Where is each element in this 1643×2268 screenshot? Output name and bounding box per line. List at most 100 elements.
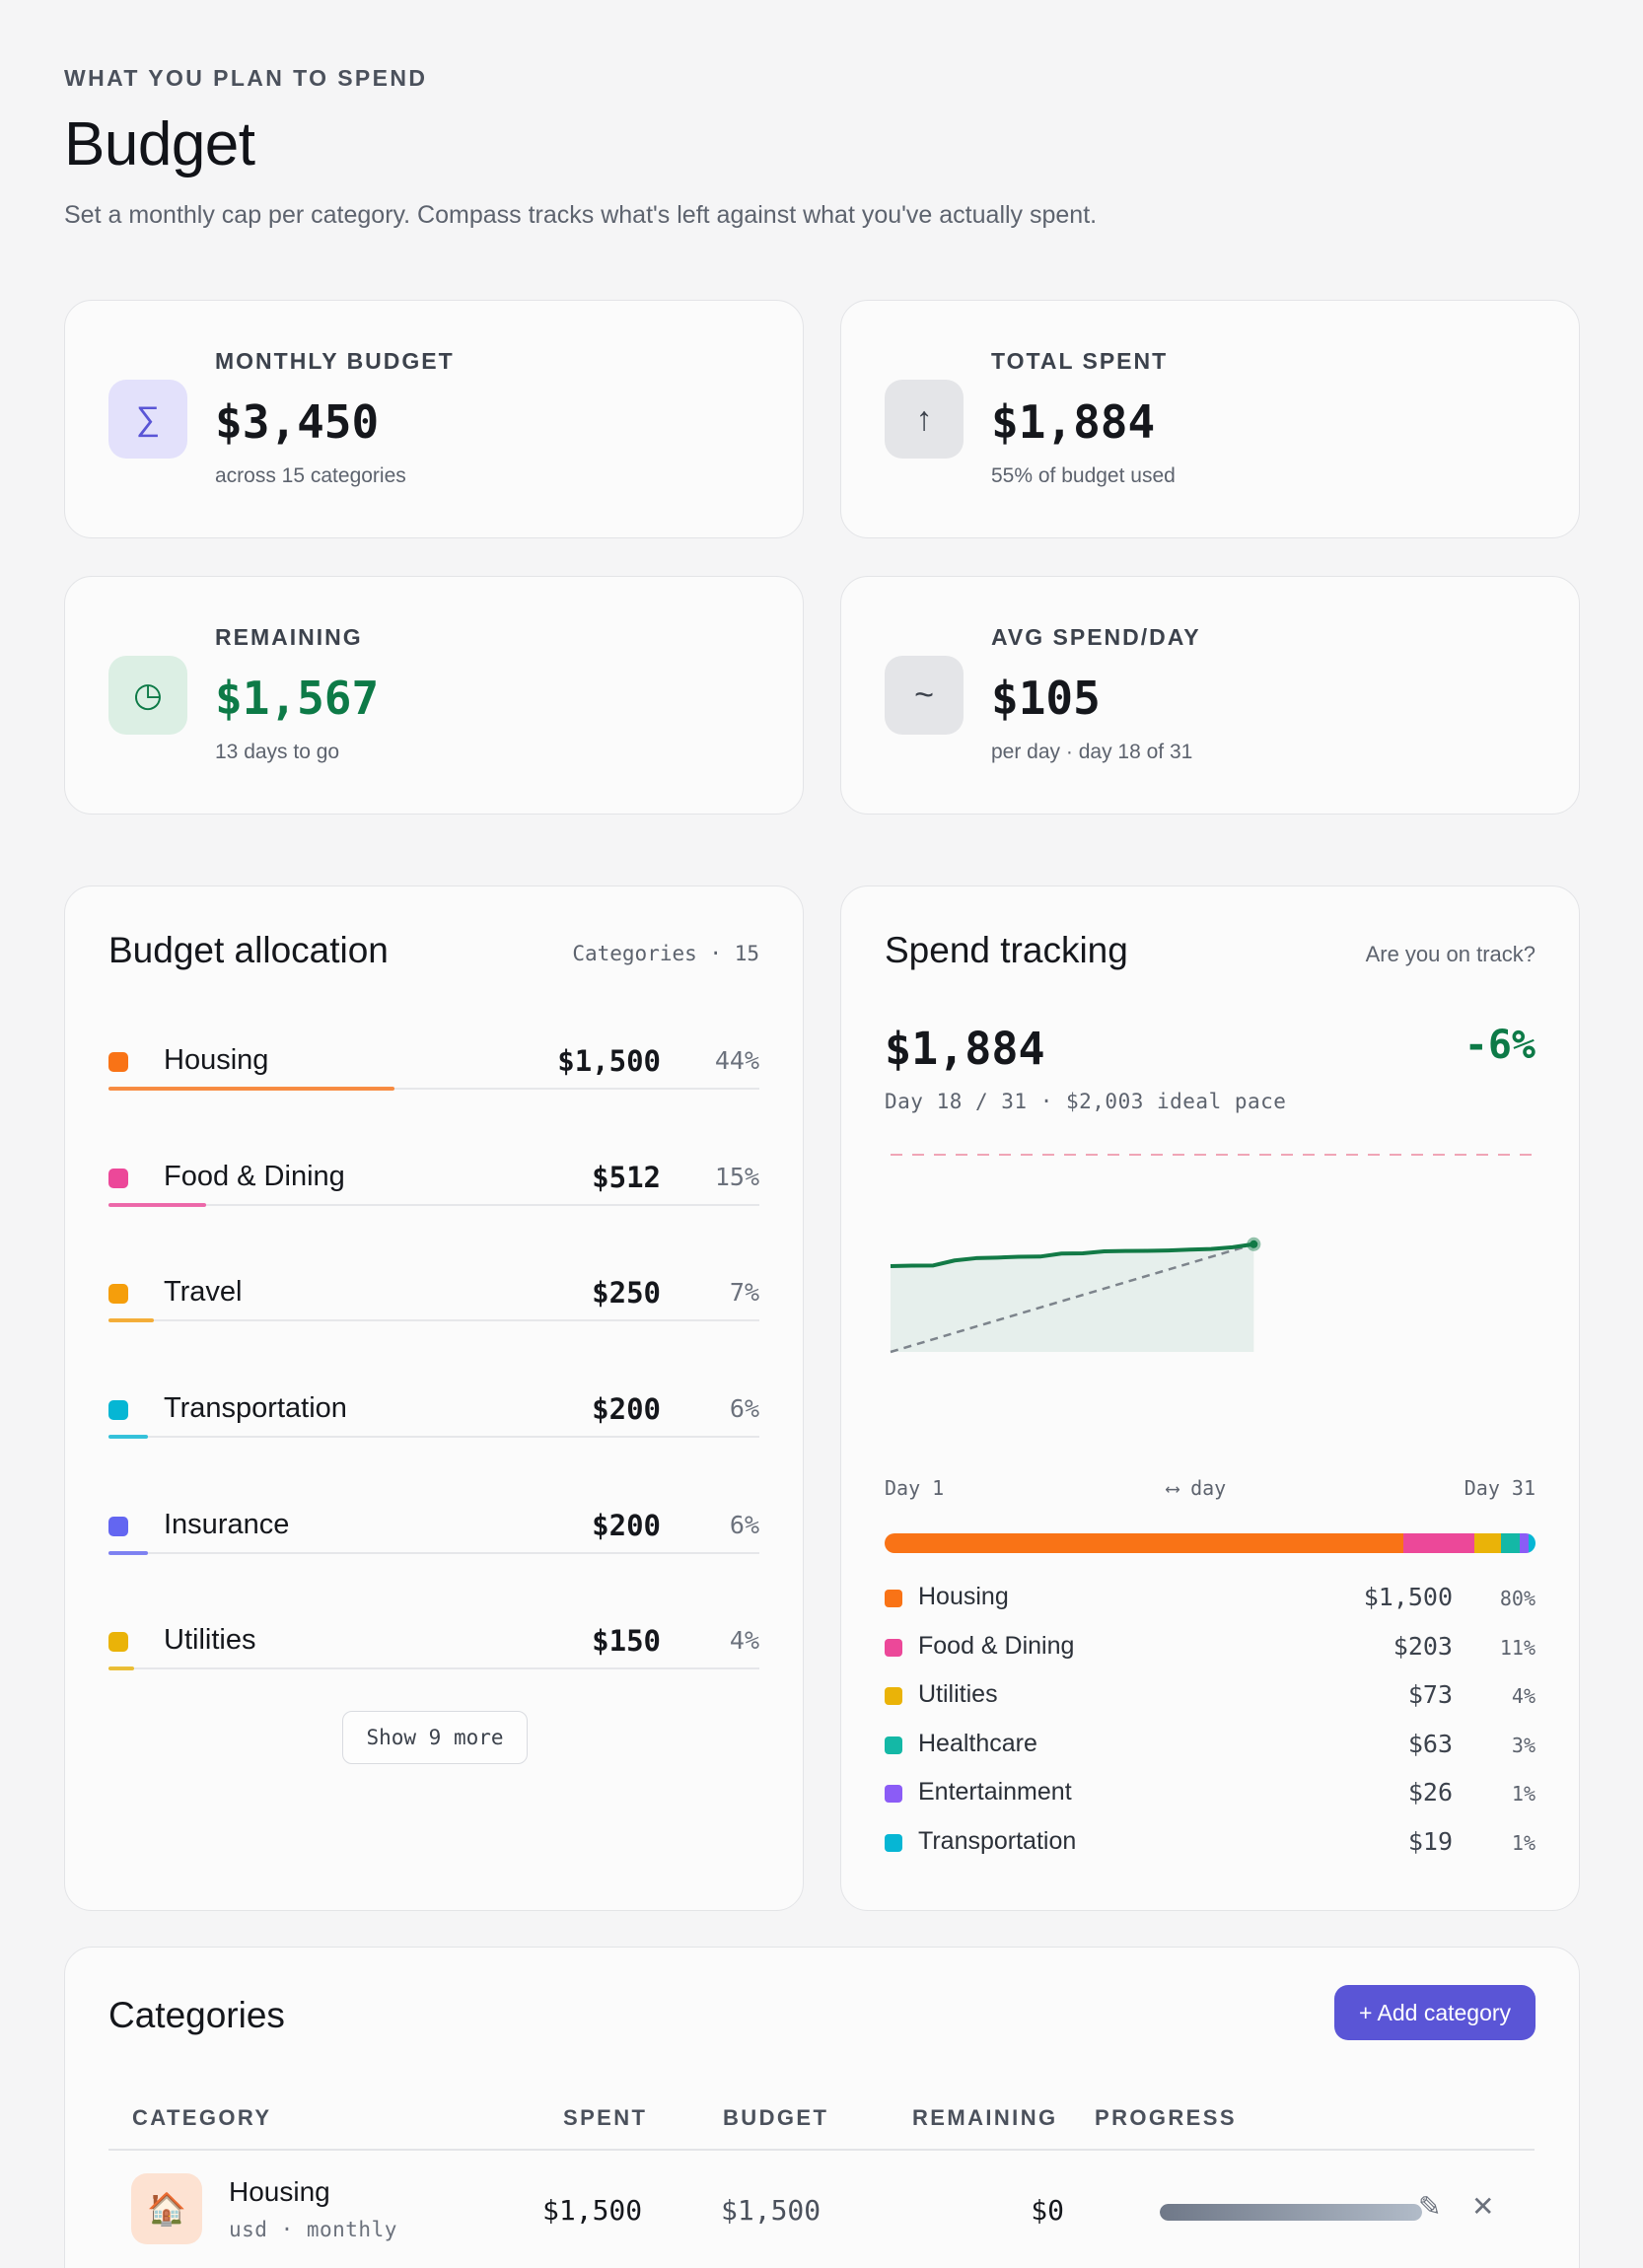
stat-label: TOTAL SPENT xyxy=(991,348,1169,374)
share-segment xyxy=(885,1533,1403,1553)
share-segment xyxy=(1529,1533,1536,1553)
category-name: Transportation xyxy=(164,1392,347,1424)
allocation-fill xyxy=(108,1087,395,1091)
category-percent: 6% xyxy=(729,1511,759,1539)
legend-row: Transportation $19 1% xyxy=(885,1823,1536,1863)
legend-amount: $73 xyxy=(1407,1680,1453,1709)
allocation-row[interactable]: Utilities $150 4% xyxy=(108,1610,759,1727)
page-eyebrow: WHAT YOU PLAN TO SPEND xyxy=(64,65,428,91)
allocation-fill xyxy=(108,1666,135,1670)
edit-icon[interactable]: ✎ xyxy=(1418,2191,1442,2222)
column-header-progress[interactable]: PROGRESS xyxy=(1095,2105,1237,2130)
column-header-budget[interactable]: BUDGET xyxy=(723,2105,829,2130)
legend-percent: 80% xyxy=(1499,1587,1536,1610)
category-amount: $200 xyxy=(592,1509,661,1542)
spend-tracking-panel: Spend tracking Are you on track? $1,884 … xyxy=(840,886,1580,1911)
on-track-label: Are you on track? xyxy=(1365,942,1536,966)
stat-subtext: per day · day 18 of 31 xyxy=(991,741,1193,763)
legend-name: Entertainment xyxy=(918,1778,1072,1806)
category-percent: 15% xyxy=(714,1163,759,1191)
share-segment xyxy=(1500,1533,1521,1553)
legend-percent: 1% xyxy=(1511,1782,1536,1806)
legend-amount: $26 xyxy=(1407,1778,1453,1807)
legend-row: Entertainment $26 1% xyxy=(885,1774,1536,1813)
allocation-fill xyxy=(108,1435,148,1439)
page-subtitle: Set a monthly cap per category. Compass … xyxy=(64,201,1098,229)
allocation-fill xyxy=(108,1203,206,1207)
category-percent: 7% xyxy=(729,1278,759,1307)
legend-color-dot xyxy=(885,1736,902,1754)
share-segment xyxy=(1520,1533,1530,1553)
current-point xyxy=(1250,1240,1258,1248)
arrow-up-icon: ↑ xyxy=(885,380,964,459)
stat-subtext: across 15 categories xyxy=(215,464,406,487)
allocation-row[interactable]: Transportation $200 6% xyxy=(108,1379,759,1495)
legend-amount: $1,500 xyxy=(1363,1583,1453,1611)
stat-card-avg-spend: ~ AVG SPEND/DAY $105 per day · day 18 of… xyxy=(840,576,1580,815)
share-segment xyxy=(1402,1533,1475,1553)
remaining-cell: $0 xyxy=(1031,2194,1064,2227)
axis-label-end: Day 31 xyxy=(1464,1476,1536,1500)
allocation-track xyxy=(108,1088,759,1090)
category-color-dot xyxy=(108,1052,128,1072)
column-header-category[interactable]: CATEGORY xyxy=(132,2105,272,2130)
close-icon[interactable]: ✕ xyxy=(1471,2191,1495,2222)
panel-title: Spend tracking xyxy=(885,930,1128,970)
allocation-row[interactable]: Housing $1,500 44% xyxy=(108,1030,759,1147)
pace-text: Day 18 / 31 · $2,003 ideal pace xyxy=(885,1090,1287,1113)
axis-label-mid: ⟷ day xyxy=(1167,1476,1227,1500)
tilde-icon: ~ xyxy=(885,656,964,735)
allocation-fill xyxy=(108,1551,148,1555)
category-name: Travel xyxy=(164,1276,243,1308)
allocation-row[interactable]: Insurance $200 6% xyxy=(108,1495,759,1611)
spend-line xyxy=(890,1241,1254,1269)
legend-percent: 1% xyxy=(1511,1831,1536,1855)
column-header-remaining[interactable]: REMAINING xyxy=(912,2105,1058,2130)
spent-cell: $1,500 xyxy=(542,2194,643,2227)
category-share-bar xyxy=(885,1533,1536,1553)
allocation-track xyxy=(108,1552,759,1554)
legend-row: Utilities $73 4% xyxy=(885,1676,1536,1716)
legend-percent: 4% xyxy=(1511,1684,1536,1708)
progress-bar xyxy=(1160,2204,1422,2221)
spend-area xyxy=(891,1243,1254,1352)
allocation-track xyxy=(108,1667,759,1669)
allocation-row[interactable]: Food & Dining $512 15% xyxy=(108,1147,759,1263)
category-color-dot xyxy=(108,1169,128,1188)
legend-color-dot xyxy=(885,1639,902,1657)
stat-label: MONTHLY BUDGET xyxy=(215,348,455,374)
category-name: Insurance xyxy=(164,1509,290,1540)
page-header: WHAT YOU PLAN TO SPEND Budget Set a mont… xyxy=(64,65,1579,230)
sigma-icon: ∑ xyxy=(108,380,187,459)
category-color-dot xyxy=(108,1400,128,1420)
category-amount: $150 xyxy=(592,1624,661,1658)
stat-card-remaining: ◷ REMAINING $1,567 13 days to go xyxy=(64,576,804,815)
category-percent: 44% xyxy=(714,1046,759,1075)
house-icon: 🏠 xyxy=(131,2173,202,2244)
allocation-row[interactable]: Travel $250 7% xyxy=(108,1262,759,1379)
stat-card-monthly-budget: ∑ MONTHLY BUDGET $3,450 across 15 catego… xyxy=(64,300,804,538)
allocation-fill xyxy=(108,1318,155,1322)
allocation-track xyxy=(108,1204,759,1206)
column-header-spent[interactable]: SPENT xyxy=(563,2105,648,2130)
clock-icon: ◷ xyxy=(108,656,187,735)
allocation-track xyxy=(108,1436,759,1438)
budget-allocation-panel: Budget allocation Categories · 15 Housin… xyxy=(64,886,804,1911)
stat-value: $1,567 xyxy=(215,672,380,725)
category-amount: $512 xyxy=(592,1161,661,1194)
panel-title: Budget allocation xyxy=(108,930,389,970)
legend-amount: $19 xyxy=(1407,1827,1453,1856)
category-color-dot xyxy=(108,1517,128,1536)
category-meta: usd · monthly xyxy=(229,2218,397,2241)
page-title: Budget xyxy=(64,110,255,178)
add-category-button[interactable]: + Add category xyxy=(1334,1985,1536,2040)
legend-name: Utilities xyxy=(918,1680,998,1708)
category-name: Food & Dining xyxy=(164,1161,345,1192)
legend-name: Housing xyxy=(918,1583,1009,1610)
category-color-dot xyxy=(108,1284,128,1304)
legend-row: Healthcare $63 3% xyxy=(885,1726,1536,1765)
axis-label-start: Day 1 xyxy=(885,1476,945,1500)
legend-color-dot xyxy=(885,1590,902,1607)
show-more-button[interactable]: Show 9 more xyxy=(342,1711,528,1764)
legend-percent: 11% xyxy=(1499,1636,1536,1660)
